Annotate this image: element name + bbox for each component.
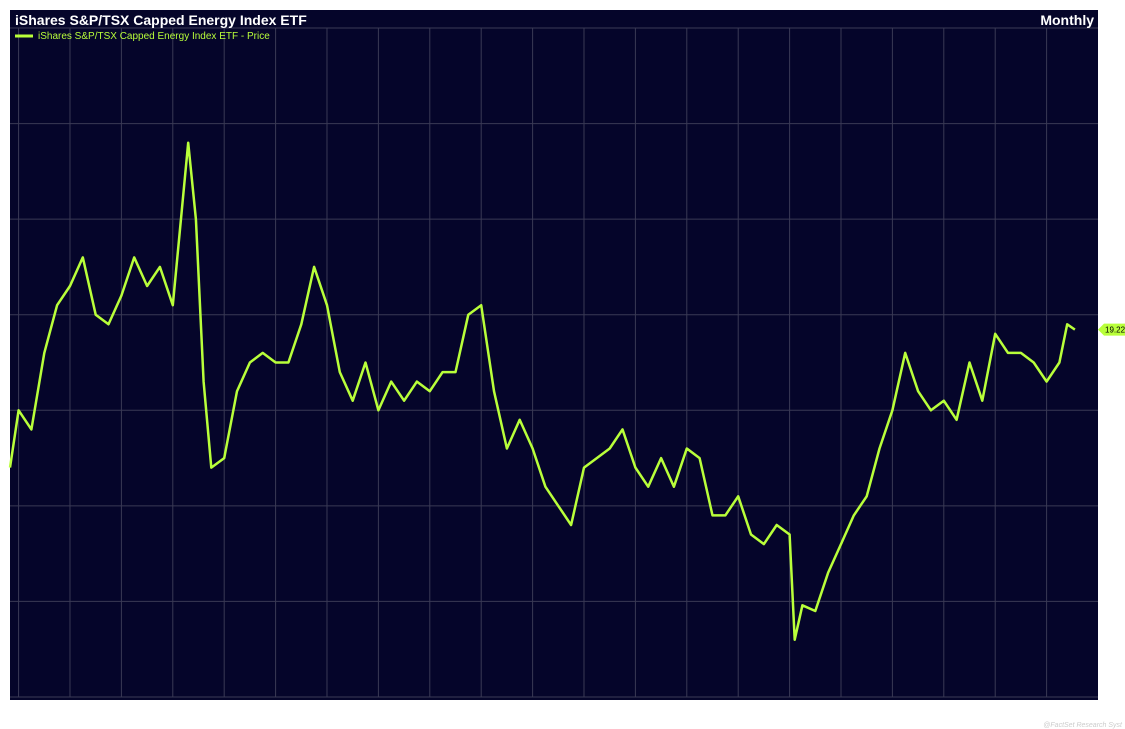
- x-tick-label: '10: [294, 708, 308, 720]
- price-series-line: [8, 141, 1076, 641]
- x-tick-label: '14: [500, 708, 514, 720]
- x-tick-label: '23: [962, 708, 976, 720]
- x-tick-label: '12: [397, 708, 411, 720]
- y-tick-label: 20: [1106, 310, 1118, 322]
- legend-label: iShares S&P/TSX Capped Energy Index ETF …: [38, 31, 270, 42]
- y-axis: 0 5 10 15 20 25 30 35: [1106, 23, 1118, 704]
- x-tick-label: '21: [860, 708, 874, 720]
- x-tick-label: '24: [1014, 708, 1028, 720]
- last-value-tag: 19.22: [1098, 323, 1125, 336]
- x-tick-label: '20: [808, 708, 822, 720]
- legend: iShares S&P/TSX Capped Energy Index ETF …: [15, 31, 270, 42]
- last-value-marker: [1098, 323, 1125, 336]
- last-value-label: 19.22: [1105, 326, 1125, 335]
- x-tick-label: '15: [551, 708, 565, 720]
- x-tick-label: '05: [37, 708, 51, 720]
- y-tick-label: 15: [1106, 405, 1118, 417]
- y-tick-label: 5: [1106, 596, 1112, 608]
- x-tick-label: '13: [448, 708, 462, 720]
- x-tick-label: '16: [603, 708, 617, 720]
- x-tick-label: '09: [243, 708, 257, 720]
- y-tick-label: 25: [1106, 214, 1118, 226]
- x-tick-label: '07: [140, 708, 154, 720]
- x-tick-label: '22: [911, 708, 925, 720]
- plot-background: [10, 10, 1098, 700]
- y-tick-label: 10: [1106, 501, 1118, 513]
- series-layer: [8, 141, 1076, 641]
- x-tick-label: '25: [1065, 708, 1079, 720]
- y-tick-label: 0: [1106, 692, 1112, 704]
- grid-layer: [10, 27, 1098, 698]
- x-tick-label: '18: [705, 708, 719, 720]
- x-axis: '05 '06 '07 '08 '09 '10 '11 '12 '13 '14 '15 '16 '17 '…: [37, 708, 1079, 720]
- x-tick-label: '08: [191, 708, 205, 720]
- x-tick-label: '17: [654, 708, 668, 720]
- x-tick-label: '11: [346, 708, 360, 720]
- x-tick-label: '19: [757, 708, 771, 720]
- x-tick-label: '06: [89, 708, 103, 720]
- y-tick-label: 35: [1106, 23, 1118, 35]
- credit-text: @FactSet Research Syst: [1043, 722, 1123, 729]
- y-tick-label: 30: [1106, 119, 1118, 131]
- frequency-label: Monthly: [1040, 12, 1094, 28]
- chart-title: iShares S&P/TSX Capped Energy Index ETF: [15, 12, 307, 28]
